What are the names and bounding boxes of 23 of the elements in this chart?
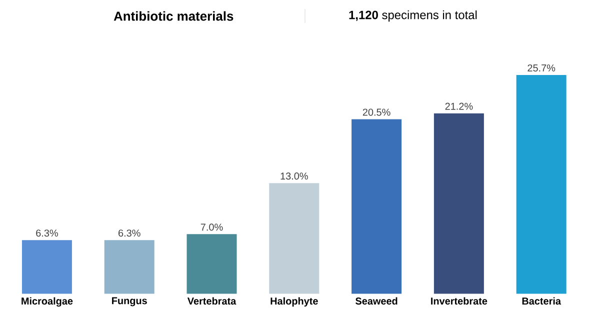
bar	[104, 240, 154, 294]
bar	[22, 240, 72, 294]
data-label: 21.2%	[445, 102, 473, 110]
bar	[434, 113, 484, 294]
x-tick-label: Halophyte	[270, 297, 318, 307]
data-label: 7.0%	[200, 224, 223, 231]
x-tick-label: Fungus	[112, 297, 147, 306]
data-label: 6.3%	[118, 230, 140, 237]
chart-title: Antibiotic materials	[114, 11, 234, 21]
data-label: 20.5%	[362, 108, 390, 116]
chart-subtitle: 1,120 specimens in total	[349, 10, 477, 22]
x-tick-label: Seaweed	[356, 297, 398, 305]
x-tick-label: Microalgae	[22, 297, 73, 307]
bar	[352, 119, 402, 294]
x-tick-label: Bacteria	[522, 297, 562, 305]
bar	[186, 234, 237, 294]
data-label: 25.7%	[528, 64, 556, 72]
x-tick-label: Invertebrate	[431, 297, 488, 305]
x-tick-label: Vertebrata	[187, 297, 236, 305]
bar	[516, 75, 566, 294]
data-label: 6.3%	[36, 230, 58, 237]
data-label: 13.0%	[280, 172, 308, 180]
bar	[269, 183, 320, 294]
